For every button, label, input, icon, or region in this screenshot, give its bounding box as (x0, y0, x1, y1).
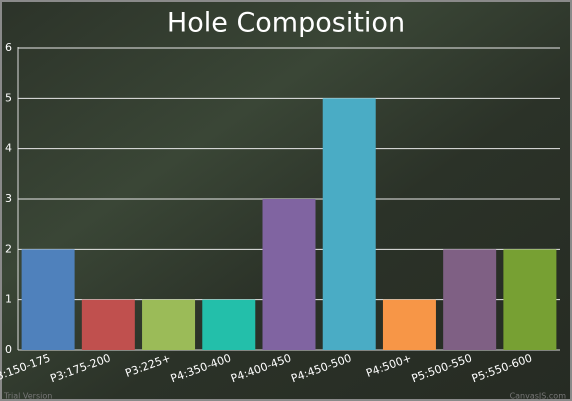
y-tick-label: 2 (5, 242, 12, 255)
watermark: Trial Version (3, 392, 52, 401)
bar (262, 199, 316, 350)
y-tick-label: 3 (5, 192, 12, 205)
watermark: CanvasJS.com (510, 392, 567, 401)
y-tick-label: 1 (5, 293, 12, 306)
bar (142, 299, 196, 350)
bar (202, 299, 256, 350)
bar (382, 299, 436, 350)
y-tick-label: 0 (5, 343, 12, 356)
bar (81, 299, 135, 350)
bar (503, 249, 557, 350)
bar (21, 249, 75, 350)
y-tick-label: 6 (5, 41, 12, 54)
bar (322, 98, 376, 350)
y-tick-label: 5 (5, 91, 12, 104)
chart-title: Hole Composition (167, 8, 405, 39)
y-tick-label: 4 (5, 142, 12, 155)
bar (443, 249, 497, 350)
